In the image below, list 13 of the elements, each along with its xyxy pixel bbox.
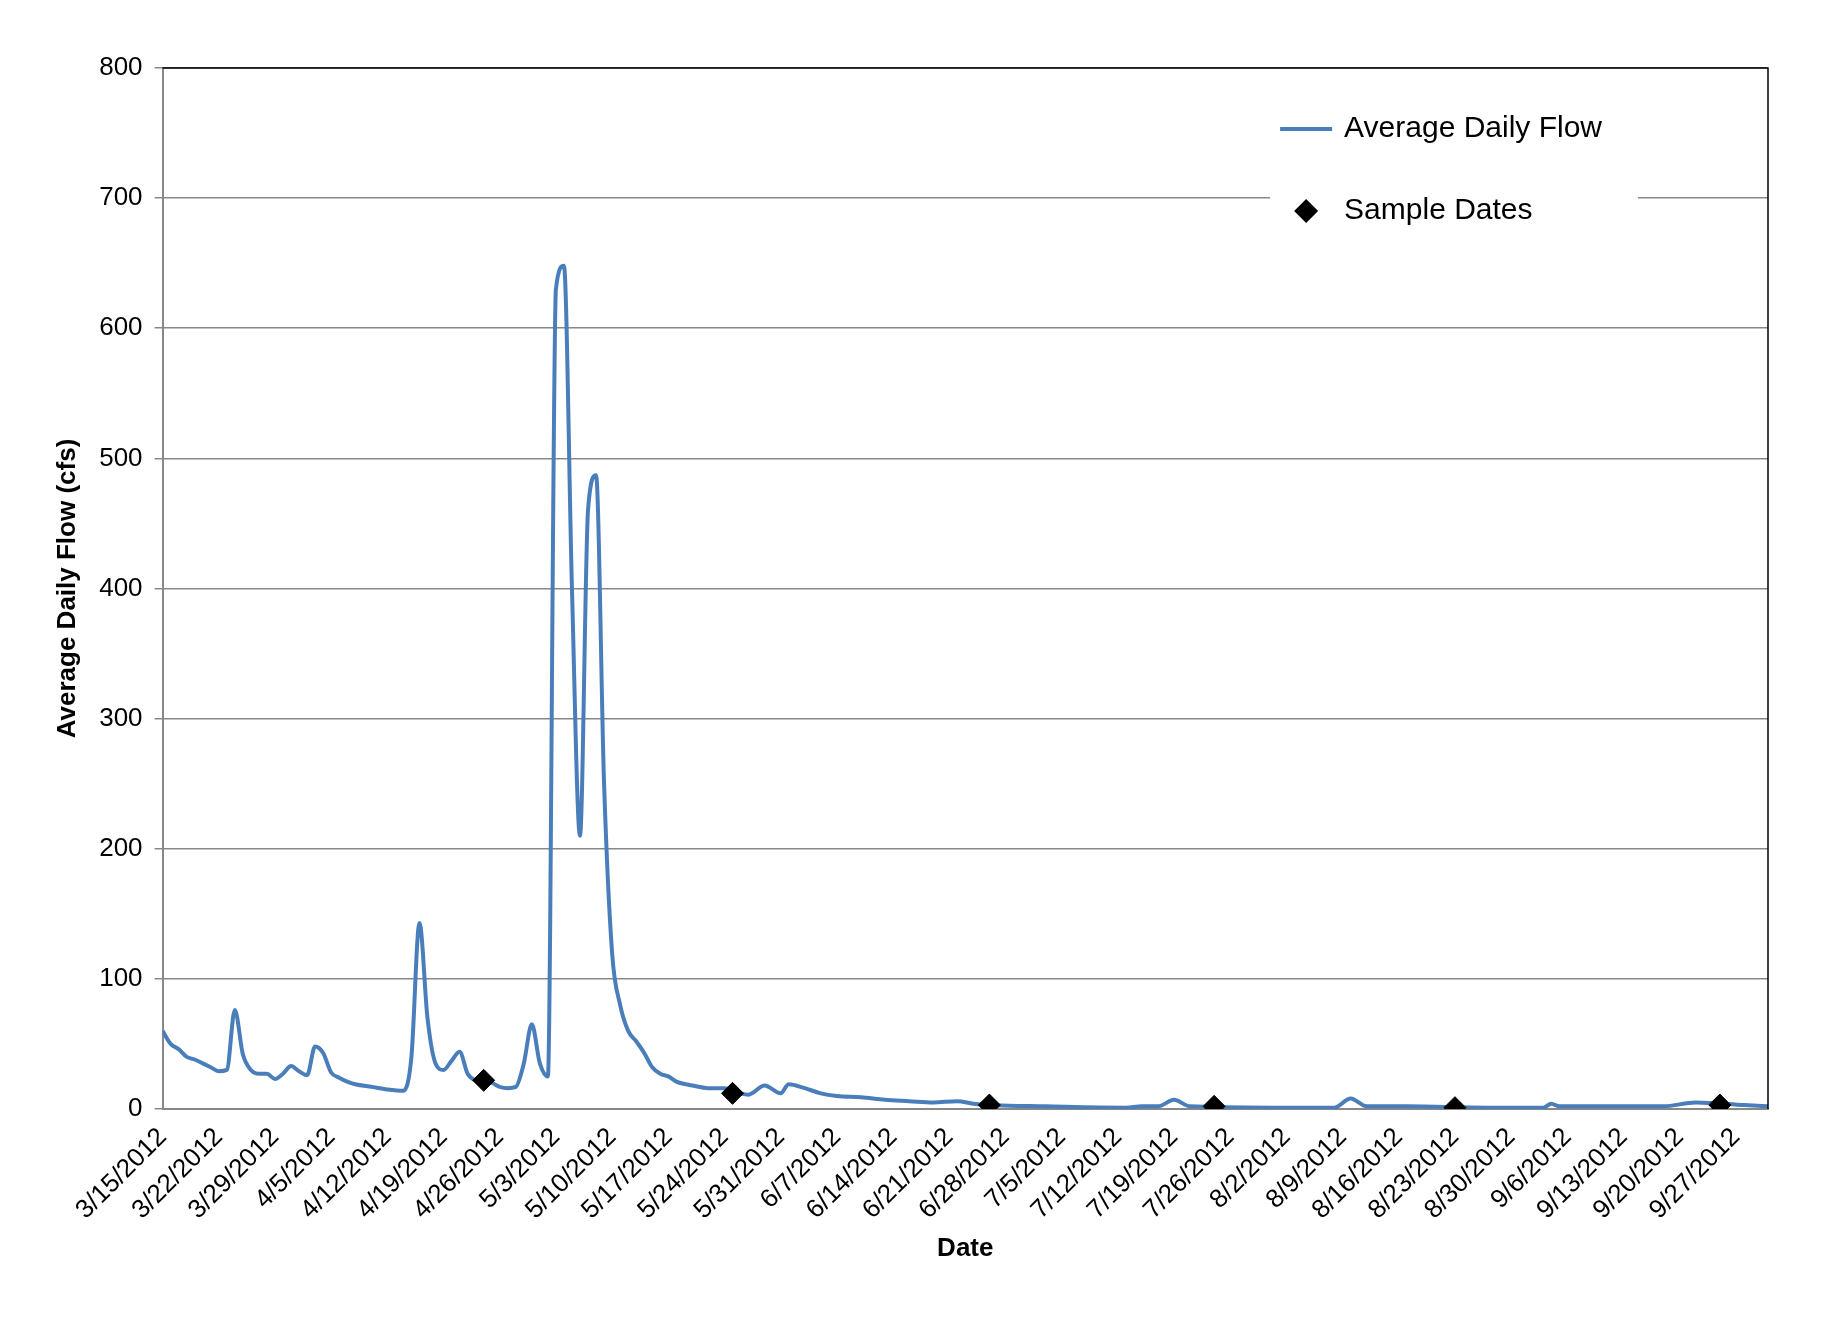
y-tick-label: 200 (99, 831, 143, 862)
y-tick-label: 500 (99, 441, 143, 472)
y-tick-label: 300 (99, 701, 143, 732)
y-tick-label: 400 (99, 571, 143, 602)
legend-label: Average Daily Flow (1344, 110, 1603, 144)
y-tick-label: 700 (99, 181, 143, 212)
y-tick-label: 100 (99, 962, 143, 992)
y-tick-label: 600 (99, 311, 143, 342)
legend-label: Sample Dates (1344, 192, 1533, 226)
y-tick-label: 800 (99, 51, 143, 82)
x-axis-title: Date (937, 1231, 994, 1262)
y-tick-label: 0 (128, 1092, 143, 1123)
y-axis-title: Average Daily Flow (cfs) (50, 438, 81, 739)
